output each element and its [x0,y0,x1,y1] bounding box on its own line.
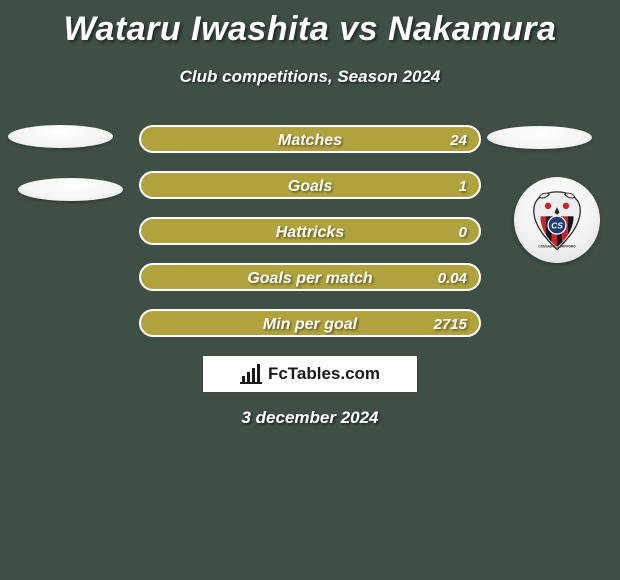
stat-label: Min per goal [141,311,479,339]
stats-container: Matches 24 Goals 1 Hattricks 0 Goals per… [139,125,481,355]
bar-chart-icon [240,364,262,384]
right-club-badge: CS CONSADOLE SAPPORO [514,177,600,263]
stat-value: 0.04 [438,265,467,293]
stat-label: Matches [141,127,479,155]
stat-value: 2715 [434,311,467,339]
comparison-infographic: Wataru Iwashita vs Nakamura Club competi… [0,0,620,580]
stat-label: Goals per match [141,265,479,293]
left-player-badge-2 [18,178,123,201]
right-player-badge-oval [487,126,592,149]
left-player-badge-1 [8,125,113,148]
svg-text:CONSADOLE SAPPORO: CONSADOLE SAPPORO [538,245,576,249]
consadole-sapporo-logo-icon: CS CONSADOLE SAPPORO [525,188,589,252]
page-subtitle: Club competitions, Season 2024 [0,67,620,87]
stat-row-matches: Matches 24 [139,125,481,153]
generated-date: 3 december 2024 [0,408,620,428]
page-title: Wataru Iwashita vs Nakamura [0,0,620,49]
stat-row-goals: Goals 1 [139,171,481,199]
stat-value: 0 [459,219,467,247]
site-badge[interactable]: FcTables.com [202,355,418,393]
stat-label: Hattricks [141,219,479,247]
stat-value: 24 [450,127,467,155]
stat-label: Goals [141,173,479,201]
stat-row-min-per-goal: Min per goal 2715 [139,309,481,337]
stat-row-goals-per-match: Goals per match 0.04 [139,263,481,291]
stat-value: 1 [459,173,467,201]
stat-row-hattricks: Hattricks 0 [139,217,481,245]
site-badge-text: FcTables.com [268,364,380,384]
svg-text:CS: CS [551,220,563,230]
